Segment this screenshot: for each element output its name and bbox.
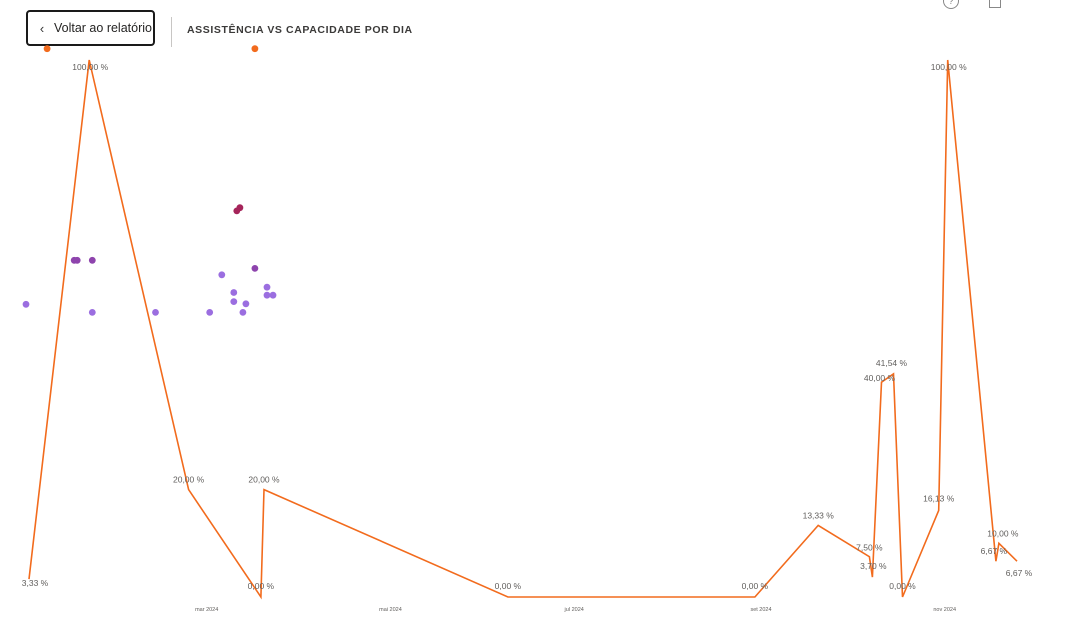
data-label: 20,00 % (248, 475, 280, 485)
chevron-left-icon: ‹ (39, 20, 45, 36)
scatter-point[interactable] (242, 300, 250, 308)
data-label: 100,00 % (931, 62, 967, 72)
x-tick-label: jul 2024 (564, 607, 584, 613)
scatter-point[interactable] (263, 283, 271, 291)
scatter-point[interactable] (230, 298, 238, 305)
more-options-icon[interactable]: ··· (1016, 0, 1032, 6)
data-label: 7,50 % (856, 543, 883, 553)
scatter-point[interactable] (239, 309, 247, 316)
scatter-point[interactable] (269, 291, 277, 299)
data-label: 0,00 % (495, 581, 522, 591)
x-tick-label: mar 2024 (195, 607, 218, 613)
data-label: 100,00 % (72, 62, 108, 72)
visual-title: ASSISTÊNCIA VS CAPACIDADE POR DIA (187, 24, 413, 36)
data-label: 0,00 % (742, 581, 769, 591)
scatter-point[interactable] (88, 256, 96, 264)
x-tick-label: set 2024 (750, 607, 771, 613)
x-tick-label: nov 2024 (933, 607, 956, 613)
scatter-point[interactable] (218, 271, 226, 279)
data-label: 6,67 % (981, 546, 1008, 556)
x-tick-label: mai 2024 (379, 607, 402, 613)
data-label: 3,33 % (22, 578, 49, 588)
data-label: 0,00 % (248, 581, 275, 591)
scatter-point[interactable] (251, 265, 259, 272)
scatter-point[interactable] (230, 289, 238, 296)
data-labels: 3,33 % 100,00 % 20,00 % 0,00 % 20,00 % 0,00 %… (22, 62, 1033, 591)
scatter-point[interactable] (206, 309, 214, 316)
data-label: 41,54 % (876, 358, 908, 368)
data-label: 0,00 % (889, 581, 916, 591)
scatter-point[interactable] (43, 45, 51, 53)
report-header: ‹ Voltar ao relatório ASSISTÊNCIA VS CAP… (0, 0, 1091, 60)
scatter-point[interactable] (22, 300, 30, 308)
scatter-point[interactable] (88, 309, 96, 316)
data-label: 16,13 % (923, 493, 955, 503)
scatter-point[interactable] (73, 256, 81, 264)
data-label: 20,00 % (173, 475, 205, 485)
back-to-report-button[interactable]: ‹ Voltar ao relatório (26, 10, 155, 46)
data-label: 6,67 % (1006, 568, 1033, 578)
data-label: 40,00 % (864, 373, 896, 383)
data-label: 13,33 % (803, 510, 835, 520)
copy-icon[interactable] (989, 0, 1001, 8)
series-line (28, 59, 1018, 600)
scatter-point[interactable] (251, 45, 259, 53)
scatter-markers (22, 45, 277, 316)
scatter-point[interactable] (236, 204, 244, 212)
scatter-point[interactable] (263, 291, 271, 299)
scatter-point[interactable] (152, 309, 159, 316)
header-divider (171, 17, 172, 47)
back-button-label: Voltar ao relatório (54, 21, 152, 35)
data-label: 10,00 % (987, 528, 1019, 538)
data-label: 3,70 % (860, 561, 887, 571)
x-axis: mar 2024 mai 2024 jul 2024 set 2024 nov 2024 (195, 607, 956, 613)
